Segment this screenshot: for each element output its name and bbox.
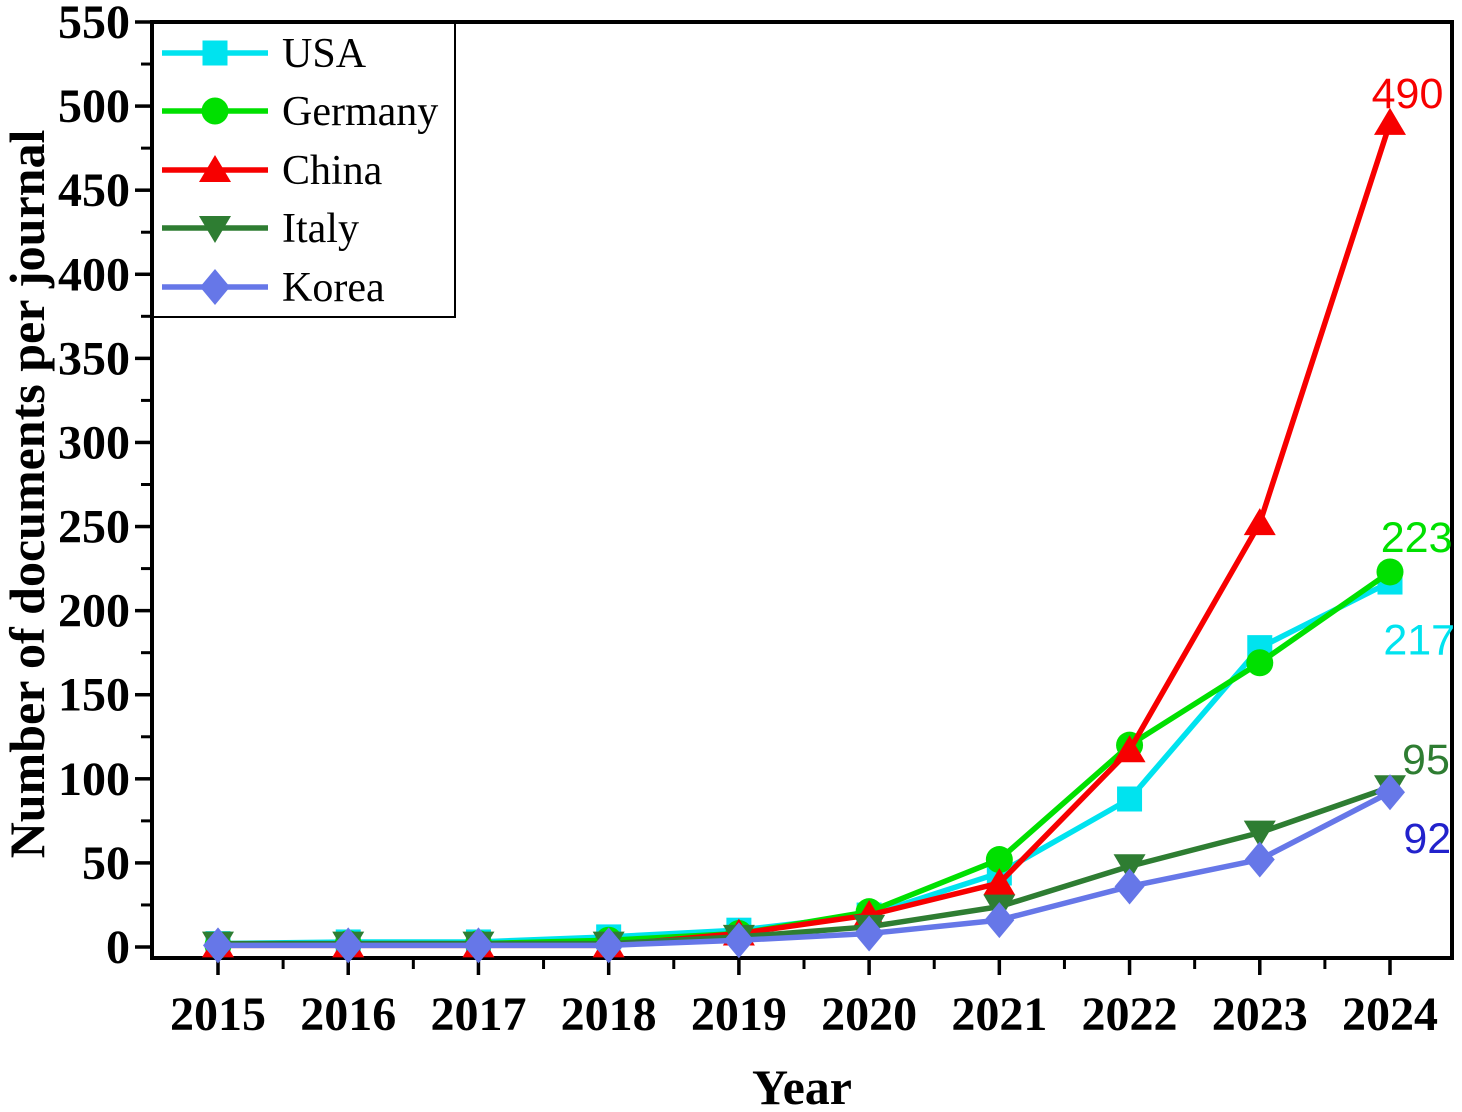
y-tick-label: 350 bbox=[58, 332, 130, 385]
legend-label: USA bbox=[282, 31, 367, 77]
triangle-up-marker bbox=[1113, 735, 1146, 763]
series-korea bbox=[203, 774, 1405, 964]
triangle-up-marker bbox=[983, 868, 1016, 896]
y-tick-label: 450 bbox=[58, 164, 130, 217]
square-marker bbox=[202, 40, 228, 66]
y-tick-label: 550 bbox=[58, 0, 130, 49]
triangle-up-marker bbox=[1373, 107, 1406, 135]
x-tick-label: 2020 bbox=[821, 988, 917, 1041]
diamond-marker bbox=[1114, 868, 1145, 905]
triangle-down-marker bbox=[1243, 820, 1276, 848]
y-tick-label: 50 bbox=[82, 837, 130, 890]
diamond-marker bbox=[463, 927, 494, 964]
triangle-up-marker bbox=[199, 155, 231, 182]
circle-marker bbox=[201, 97, 229, 125]
diamond-marker bbox=[1244, 841, 1275, 878]
x-tick-label: 2016 bbox=[300, 988, 396, 1041]
x-tick-label: 2022 bbox=[1082, 988, 1178, 1041]
legend-label: Germany bbox=[282, 89, 438, 135]
end-value-labels: 490 223 217 95 92 bbox=[1372, 70, 1455, 863]
x-tick-label: 2021 bbox=[951, 988, 1047, 1041]
x-tick-label: 2024 bbox=[1342, 988, 1438, 1041]
legend-item-china: China bbox=[162, 148, 383, 194]
diamond-marker bbox=[723, 922, 754, 959]
y-tick-label: 200 bbox=[58, 585, 130, 638]
y-tick-label: 150 bbox=[58, 669, 130, 722]
x-tick-label: 2023 bbox=[1212, 988, 1308, 1041]
triangle-up-marker bbox=[1243, 508, 1276, 536]
y-tick-label: 500 bbox=[58, 80, 130, 133]
x-axis: 2015 2016 2017 2018 2019 2020 2021 2022 2023 2024 bbox=[170, 960, 1438, 1041]
legend-item-usa: USA bbox=[162, 31, 367, 77]
y-tick-label: 300 bbox=[58, 416, 130, 469]
x-axis-title: Year bbox=[752, 1059, 852, 1112]
circle-marker bbox=[1376, 558, 1404, 586]
end-value-label: 92 bbox=[1403, 815, 1451, 863]
series-line bbox=[215, 789, 1393, 949]
square-marker bbox=[1117, 786, 1143, 812]
y-tick-label: 0 bbox=[106, 921, 130, 974]
diamond-marker bbox=[854, 915, 885, 952]
end-value-label: 217 bbox=[1383, 616, 1455, 664]
end-value-label: 95 bbox=[1402, 736, 1450, 784]
y-axis-title: Number of documents per journal bbox=[0, 129, 55, 859]
circle-marker bbox=[985, 846, 1013, 874]
diamond-marker bbox=[333, 927, 364, 964]
end-value-label: 223 bbox=[1381, 514, 1453, 562]
x-tick-label: 2018 bbox=[561, 988, 657, 1041]
y-tick-label: 100 bbox=[58, 753, 130, 806]
triangle-down-marker bbox=[1113, 854, 1146, 882]
legend-item-korea: Korea bbox=[162, 265, 385, 311]
y-tick-label: 400 bbox=[58, 248, 130, 301]
legend-label: Italy bbox=[282, 206, 359, 252]
legend-item-germany: Germany bbox=[162, 89, 438, 135]
triangle-down-marker bbox=[199, 216, 231, 243]
diamond-marker bbox=[593, 927, 624, 964]
legend: USA Germany China Italy Korea bbox=[152, 22, 456, 318]
circle-marker bbox=[1246, 649, 1274, 677]
legend-item-italy: Italy bbox=[162, 206, 359, 252]
y-axis: 0 50 100 150 200 250 300 350 400 450 500 550 bbox=[58, 0, 150, 974]
x-tick-label: 2019 bbox=[691, 988, 787, 1041]
x-tick-label: 2017 bbox=[430, 988, 526, 1041]
diamond-marker bbox=[984, 902, 1015, 939]
diamond-marker bbox=[203, 927, 233, 964]
diamond-marker bbox=[200, 269, 230, 305]
legend-label: China bbox=[282, 148, 383, 194]
end-value-label: 490 bbox=[1372, 70, 1444, 118]
diamond-marker bbox=[1374, 774, 1405, 811]
y-tick-label: 250 bbox=[58, 501, 130, 554]
legend-label: Korea bbox=[282, 265, 385, 311]
x-tick-label: 2015 bbox=[170, 988, 266, 1041]
